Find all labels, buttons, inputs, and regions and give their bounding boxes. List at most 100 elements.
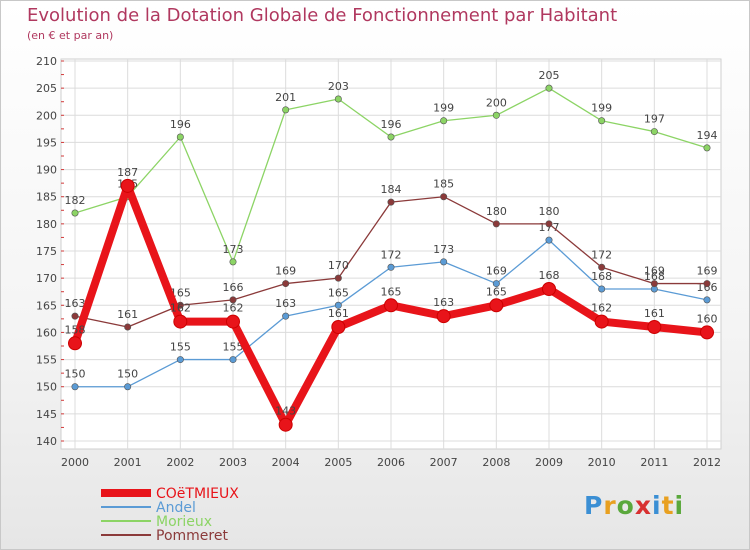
data-label: 173 (223, 243, 244, 256)
legend-label: Morieux (156, 514, 212, 530)
legend-label: Andel (156, 500, 196, 516)
data-point (387, 263, 395, 271)
y-tick-label: 145 (36, 408, 57, 421)
x-tick-label: 2004 (272, 456, 300, 469)
data-point (282, 280, 290, 288)
data-label: 165 (328, 286, 349, 299)
data-label: 184 (381, 183, 402, 196)
data-point (124, 323, 132, 331)
y-tick-label: 205 (36, 82, 57, 95)
data-point (594, 314, 609, 329)
y-tick-label: 175 (36, 245, 57, 258)
y-tick-label: 160 (36, 326, 57, 339)
data-point (703, 280, 711, 288)
data-label: 169 (486, 265, 507, 278)
data-label: 173 (433, 243, 454, 256)
data-label: 187 (117, 166, 138, 179)
data-point (331, 320, 346, 334)
x-tick-label: 2000 (61, 456, 89, 469)
data-point (282, 312, 290, 320)
data-label: 161 (328, 307, 349, 320)
data-point (647, 320, 662, 334)
data-label: 161 (117, 308, 138, 321)
data-point (71, 312, 79, 320)
data-point (334, 301, 342, 309)
data-label: 162 (591, 302, 612, 315)
data-label: 169 (644, 265, 665, 278)
data-label: 165 (486, 285, 507, 298)
data-point (71, 209, 79, 217)
data-point (278, 417, 293, 432)
data-label: 143 (275, 405, 296, 418)
data-label: 203 (328, 80, 349, 93)
data-label: 196 (170, 118, 191, 131)
data-label: 150 (117, 368, 138, 381)
x-tick-label: 2008 (482, 456, 510, 469)
data-point (387, 198, 395, 206)
data-point (703, 144, 711, 152)
logo-letter: r (603, 491, 617, 520)
x-tick-label: 2007 (430, 456, 458, 469)
data-label: 163 (65, 297, 86, 310)
data-label: 172 (381, 248, 402, 261)
data-point (440, 117, 448, 125)
data-label: 162 (170, 302, 191, 315)
x-tick-label: 2006 (377, 456, 405, 469)
y-tick-label: 180 (36, 218, 57, 231)
data-point (120, 178, 135, 193)
data-point (703, 296, 711, 304)
data-label: 180 (539, 205, 560, 218)
data-point (226, 314, 240, 329)
data-label: 160 (697, 312, 718, 325)
data-point (229, 296, 237, 304)
data-label: 170 (328, 259, 349, 272)
data-point (598, 263, 606, 271)
data-label: 180 (486, 205, 507, 218)
y-tick-label: 155 (36, 354, 57, 367)
data-label: 194 (697, 129, 718, 142)
data-label: 168 (591, 270, 612, 283)
y-tick-label: 185 (36, 191, 57, 204)
legend-label: COëTMIEUX (156, 486, 239, 502)
logo-letter: x (634, 491, 652, 520)
data-label: 169 (697, 265, 718, 278)
y-tick-label: 195 (36, 136, 57, 149)
data-label: 197 (644, 113, 665, 126)
data-point (700, 325, 714, 340)
data-label: 155 (170, 341, 191, 354)
data-label: 168 (539, 269, 560, 282)
data-label: 199 (433, 102, 454, 115)
logo-letter: i (674, 491, 685, 520)
data-label: 165 (170, 286, 191, 299)
x-tick-label: 2003 (219, 456, 247, 469)
data-label: 162 (223, 302, 244, 315)
data-point (492, 111, 500, 119)
data-point (440, 258, 448, 266)
data-label: 150 (65, 368, 86, 381)
data-point (71, 383, 79, 391)
data-label: 182 (65, 194, 86, 207)
data-point (492, 220, 500, 228)
data-point (436, 309, 451, 324)
x-tick-label: 2005 (324, 456, 352, 469)
y-tick-label: 170 (36, 272, 57, 285)
data-label: 169 (275, 265, 296, 278)
data-label: 205 (539, 69, 560, 82)
x-tick-label: 2001 (114, 456, 142, 469)
legend-label: Pommeret (156, 528, 228, 544)
data-label: 166 (223, 281, 244, 294)
data-point (176, 133, 184, 141)
data-point (489, 298, 504, 313)
logo-letter: i (652, 491, 662, 520)
y-tick-label: 165 (36, 299, 57, 312)
x-tick-label: 2009 (535, 456, 563, 469)
data-label: 199 (591, 102, 612, 115)
data-point (598, 285, 606, 293)
x-tick-label: 2012 (693, 456, 721, 469)
chart-title: Evolution de la Dotation Globale de Fonc… (27, 5, 618, 26)
logo-letter: t (661, 491, 675, 520)
data-label: 161 (644, 307, 665, 320)
data-point (650, 128, 658, 136)
data-point (173, 314, 188, 329)
